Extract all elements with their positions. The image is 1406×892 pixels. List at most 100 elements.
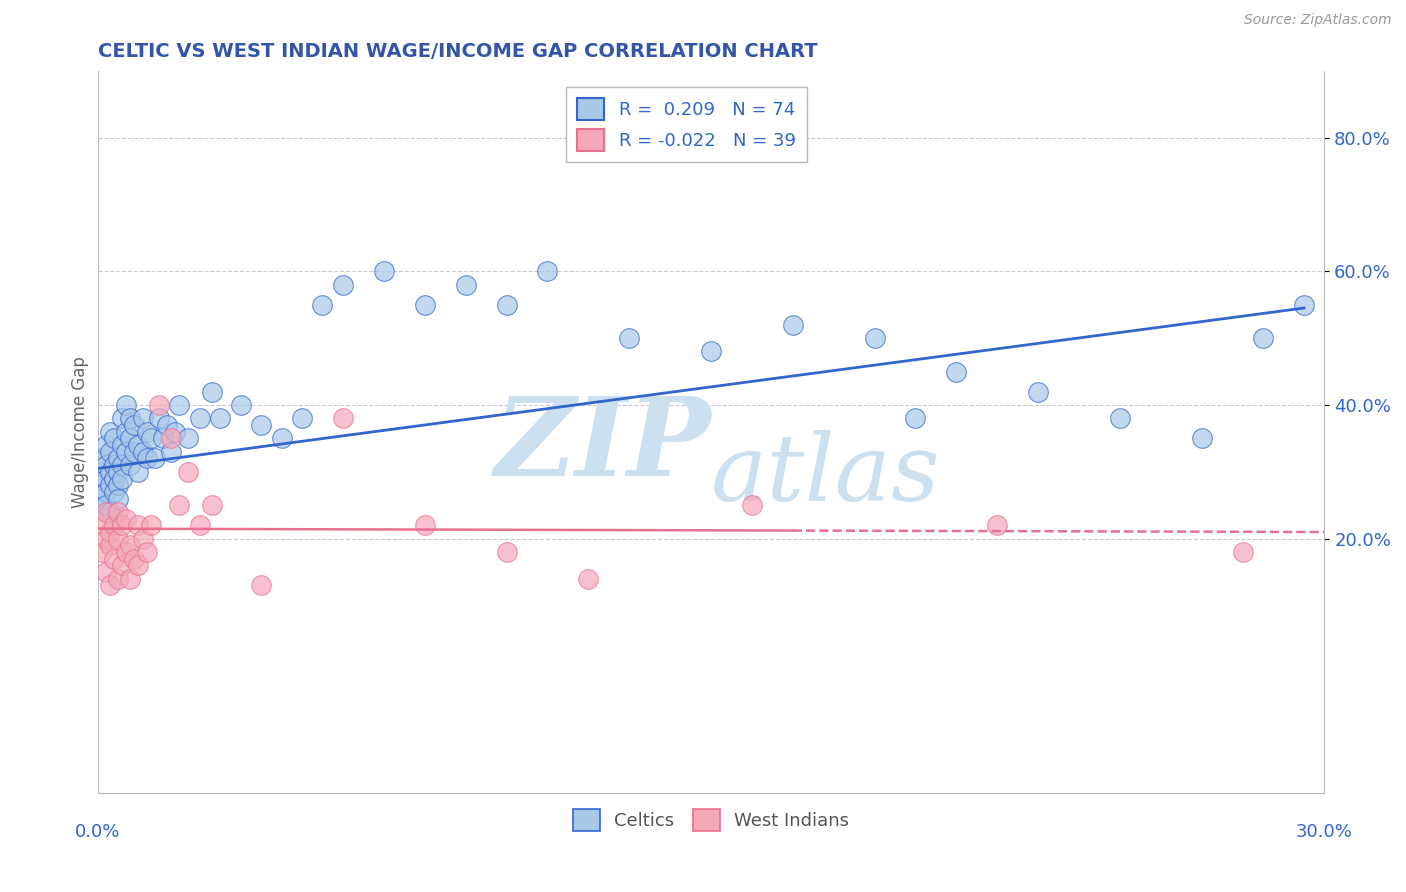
Point [94,565,117,579]
Point [619,331,641,345]
Point [127,465,149,479]
Point [176,431,198,445]
Point [156,417,179,432]
Point [148,411,170,425]
Legend: Celtics, West Indians: Celtics, West Indians [565,801,856,838]
Point [250,417,273,432]
Point [169,498,191,512]
Point [94,438,117,452]
Point [107,451,129,466]
Point [120,458,142,472]
Point [98,444,121,458]
Point [111,558,134,573]
Point [209,411,232,425]
Point [131,532,153,546]
Point [115,444,138,458]
Point [135,425,157,439]
Point [111,438,134,452]
Point [115,511,138,525]
Point [127,518,149,533]
Point [98,425,121,439]
Point [413,298,436,312]
Point [863,331,886,345]
Point [124,417,146,432]
Point [98,505,121,519]
Point [98,465,121,479]
Y-axis label: Wage/Income Gap: Wage/Income Gap [72,356,89,508]
Point [782,318,804,332]
Point [169,398,191,412]
Point [107,572,129,586]
Point [454,277,477,292]
Point [139,431,162,445]
Point [139,518,162,533]
Point [576,572,599,586]
Point [98,578,121,592]
Point [143,451,166,466]
Text: 0.0%: 0.0% [75,823,121,841]
Point [90,491,112,506]
Point [107,478,129,492]
Text: ZIP: ZIP [495,392,711,500]
Point [98,524,121,539]
Text: atlas: atlas [711,430,941,520]
Point [107,505,129,519]
Point [103,484,125,499]
Point [94,498,117,512]
Point [332,411,354,425]
Point [115,425,138,439]
Point [103,551,125,566]
Point [90,478,112,492]
Point [332,277,354,292]
Point [148,398,170,412]
Point [120,538,142,552]
Point [94,471,117,485]
Point [495,545,517,559]
Point [111,471,134,485]
Point [904,411,927,425]
Point [188,518,211,533]
Point [111,518,134,533]
Point [115,545,138,559]
Point [201,498,224,512]
Point [120,411,142,425]
Point [131,411,153,425]
Point [373,264,395,278]
Point [90,465,112,479]
Point [90,518,112,533]
Point [152,431,174,445]
Point [201,384,224,399]
Point [120,572,142,586]
Point [135,451,157,466]
Text: 30.0%: 30.0% [1296,823,1353,841]
Point [111,411,134,425]
Point [90,545,112,559]
Point [188,411,211,425]
Point [103,471,125,485]
Point [270,431,292,445]
Point [1251,331,1274,345]
Point [1292,298,1315,312]
Point [1109,411,1132,425]
Point [945,365,967,379]
Point [165,425,187,439]
Point [107,465,129,479]
Point [120,431,142,445]
Point [98,478,121,492]
Point [229,398,252,412]
Point [495,298,517,312]
Point [107,491,129,506]
Point [94,484,117,499]
Point [160,444,183,458]
Point [127,558,149,573]
Point [250,578,273,592]
Point [94,532,117,546]
Point [160,431,183,445]
Point [98,538,121,552]
Point [103,518,125,533]
Point [124,551,146,566]
Point [1026,384,1049,399]
Point [741,498,763,512]
Point [536,264,558,278]
Point [1191,431,1213,445]
